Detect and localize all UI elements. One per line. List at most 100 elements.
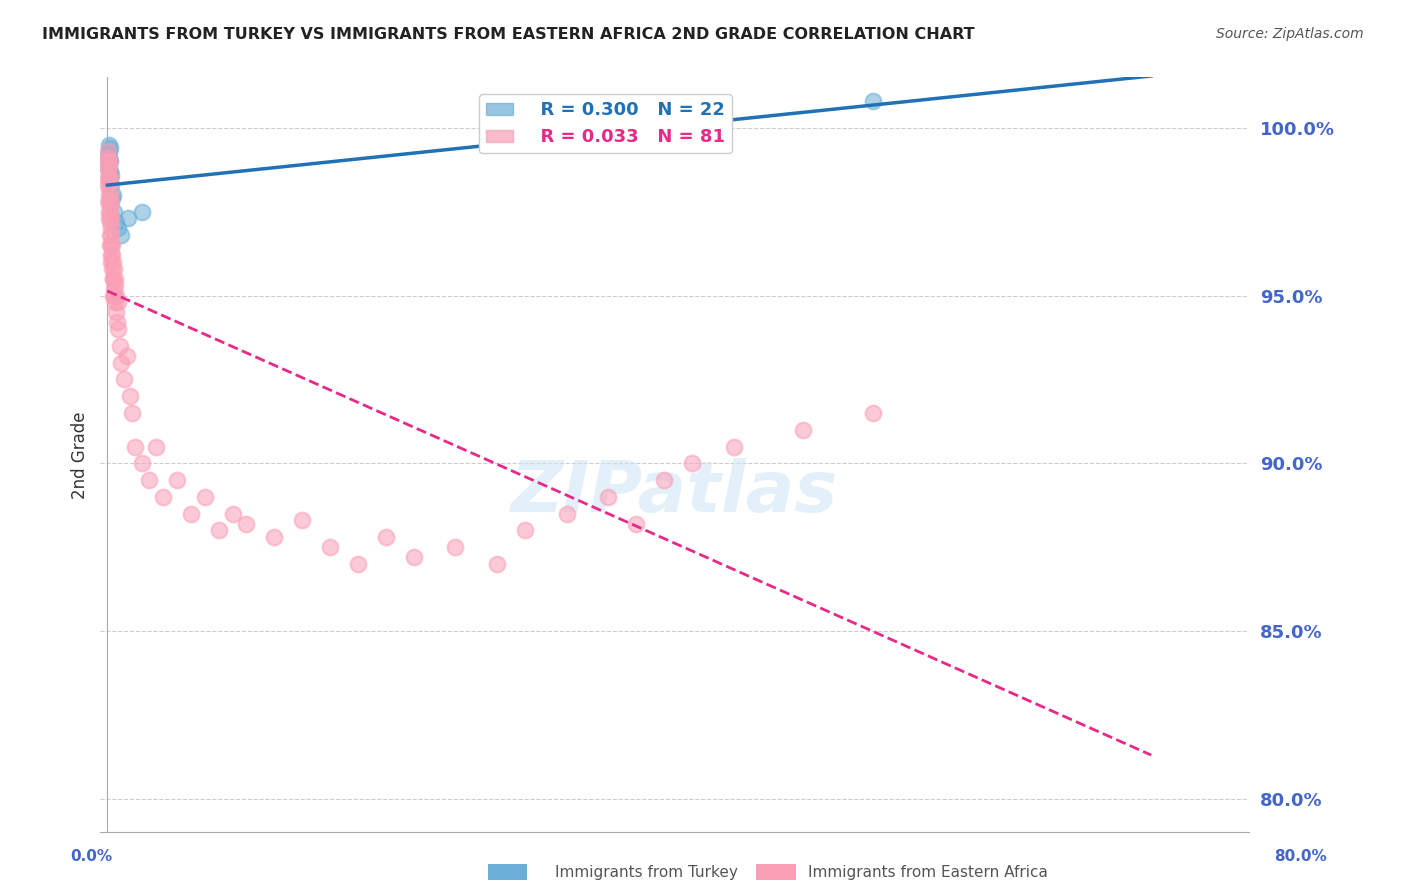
Point [97, 154, 120, 169]
Point [235, 516, 257, 531]
Point [108, 339, 131, 353]
Point [98, 187, 121, 202]
Point [98, 204, 121, 219]
Point [555, 507, 578, 521]
Point [194, 490, 217, 504]
Text: Source: ZipAtlas.com: Source: ZipAtlas.com [1216, 27, 1364, 41]
Point [723, 440, 745, 454]
Point [98, 187, 121, 202]
Point [100, 228, 122, 243]
Point [100, 211, 122, 226]
Point [100, 238, 122, 252]
Point [319, 540, 342, 554]
Point [98, 215, 121, 229]
Point [104, 295, 127, 310]
Point [138, 473, 160, 487]
Point [221, 507, 243, 521]
Text: Immigrants from Eastern Africa: Immigrants from Eastern Africa [808, 865, 1049, 880]
Point [100, 221, 122, 235]
Point [166, 473, 188, 487]
Point [263, 530, 285, 544]
Point [121, 406, 143, 420]
Point [98, 194, 121, 209]
Point [103, 204, 125, 219]
Point [97, 147, 120, 161]
Point [652, 473, 675, 487]
Point [115, 349, 138, 363]
Point [107, 322, 129, 336]
Point [208, 524, 231, 538]
Point [131, 456, 153, 470]
Point [97, 161, 120, 175]
Point [103, 255, 125, 269]
Point [97, 151, 120, 165]
Point [97, 145, 120, 159]
Point [97, 161, 120, 175]
Point [145, 440, 167, 454]
Point [347, 557, 370, 571]
Point [98, 154, 121, 169]
Text: Immigrants from Turkey: Immigrants from Turkey [555, 865, 738, 880]
Point [103, 282, 125, 296]
Point [104, 305, 127, 319]
Point [104, 215, 127, 229]
Text: IMMIGRANTS FROM TURKEY VS IMMIGRANTS FROM EASTERN AFRICA 2ND GRADE CORRELATION C: IMMIGRANTS FROM TURKEY VS IMMIGRANTS FRO… [42, 27, 974, 42]
Point [97, 154, 120, 169]
Point [681, 456, 703, 470]
Point [97, 171, 120, 186]
Point [118, 389, 141, 403]
Point [104, 278, 127, 293]
Point [98, 141, 121, 155]
Point [100, 194, 122, 209]
Text: 0.0%: 0.0% [70, 849, 112, 863]
Point [101, 261, 124, 276]
Point [101, 191, 124, 205]
Y-axis label: 2nd Grade: 2nd Grade [72, 411, 89, 499]
Point [100, 255, 122, 269]
Point [98, 171, 121, 186]
Point [374, 530, 396, 544]
Point [97, 204, 120, 219]
Point [98, 174, 121, 188]
Point [97, 168, 120, 182]
Point [486, 557, 509, 571]
Point [110, 356, 132, 370]
Point [100, 248, 122, 262]
Point [124, 440, 146, 454]
Point [98, 164, 121, 178]
Point [112, 372, 135, 386]
Point [98, 137, 121, 152]
Point [291, 513, 314, 527]
Point [98, 228, 121, 243]
Point [100, 178, 122, 192]
Point [402, 550, 425, 565]
Text: ZIPatlas: ZIPatlas [510, 458, 838, 527]
Point [117, 211, 139, 226]
Point [97, 178, 120, 192]
Point [98, 151, 121, 165]
Point [98, 145, 121, 159]
Point [98, 211, 121, 226]
Point [180, 507, 202, 521]
Point [513, 524, 536, 538]
Point [101, 272, 124, 286]
Point [100, 238, 122, 252]
Point [101, 187, 124, 202]
Point [107, 221, 129, 235]
Point [101, 248, 124, 262]
Point [862, 406, 884, 420]
Text: 80.0%: 80.0% [1274, 849, 1327, 863]
Point [97, 154, 120, 169]
Point [100, 168, 122, 182]
Point [107, 295, 129, 310]
Point [101, 288, 124, 302]
Point [101, 272, 124, 286]
Point [103, 272, 125, 286]
Point [152, 490, 174, 504]
Point [100, 238, 122, 252]
Point [792, 423, 814, 437]
Point [100, 194, 122, 209]
Point [105, 288, 128, 302]
Point [105, 315, 128, 329]
Legend:   R = 0.300   N = 22,   R = 0.033   N = 81: R = 0.300 N = 22, R = 0.033 N = 81 [479, 94, 733, 153]
